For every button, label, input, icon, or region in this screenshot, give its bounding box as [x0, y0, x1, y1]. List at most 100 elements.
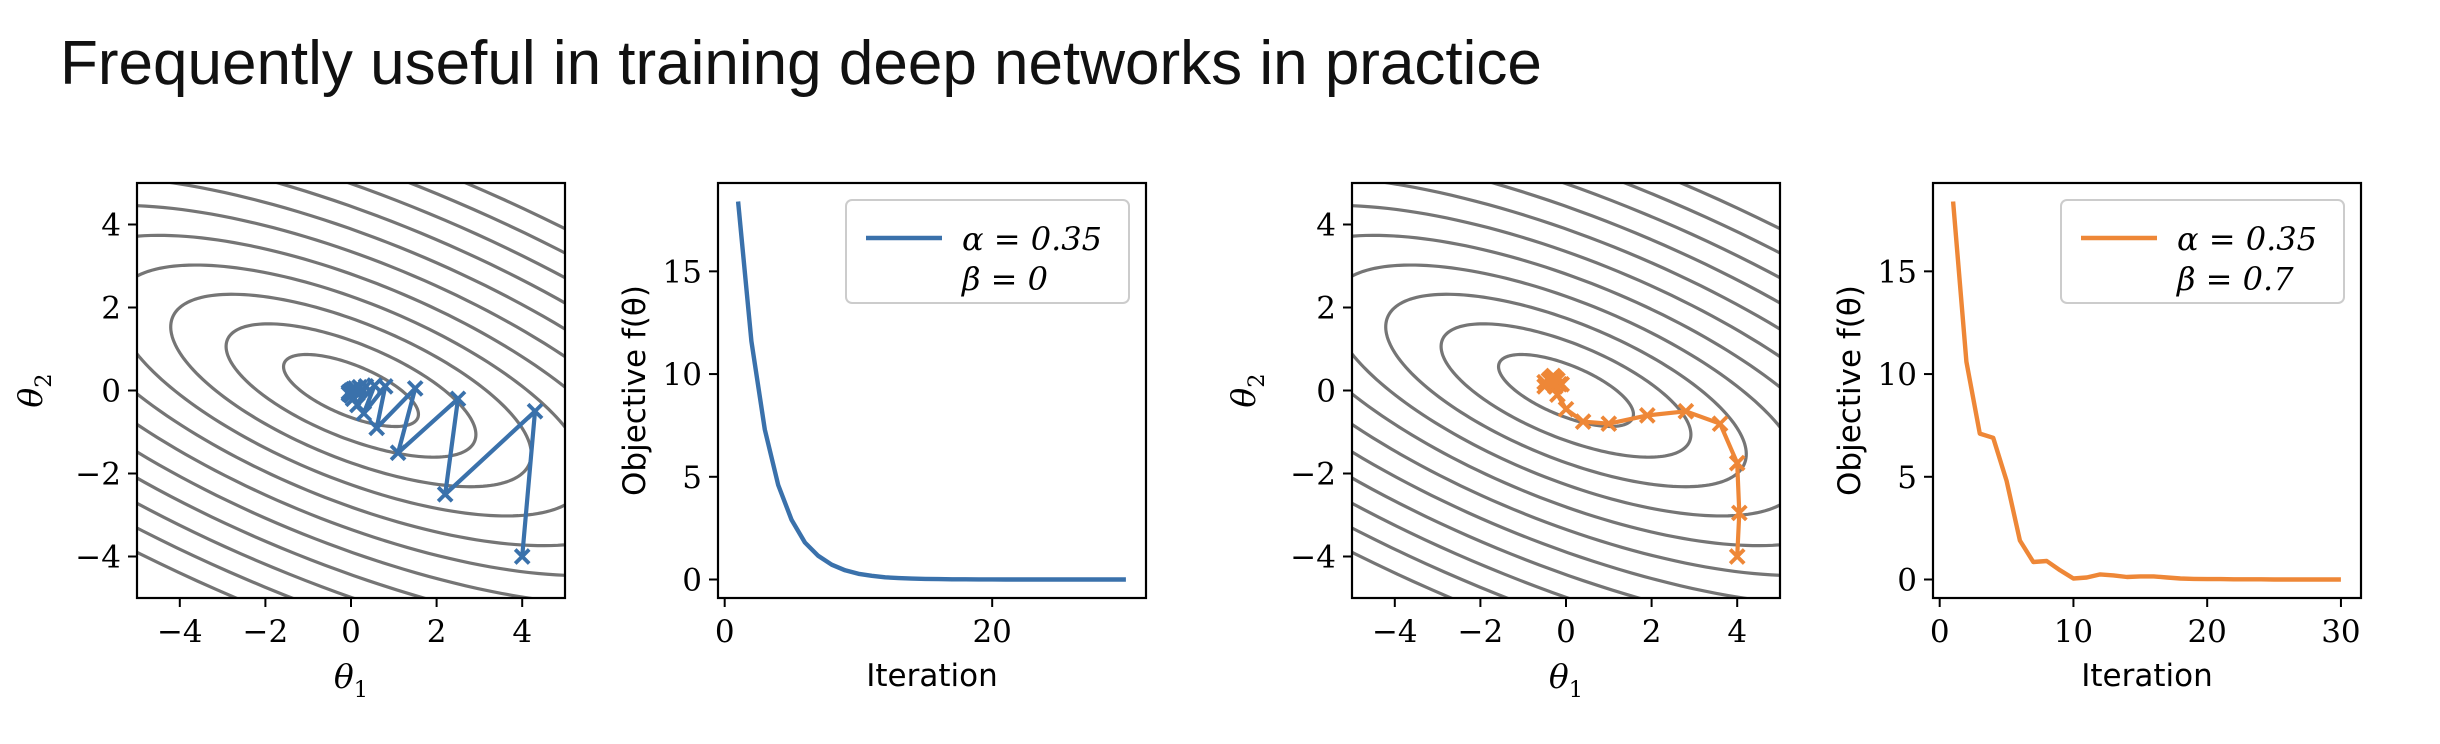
y-tick-label: 15: [663, 254, 702, 290]
y-tick-label: 5: [682, 460, 702, 496]
contour-line-7: [1352, 183, 1780, 598]
trajectory-point: [389, 444, 407, 462]
legend: α = 0.35β = 0.7: [2060, 199, 2345, 304]
y-axis-label: θ2: [1224, 373, 1270, 407]
x-tick-label: 10: [2054, 614, 2093, 650]
objective-line: [1950, 201, 2341, 582]
x-tick-label: 0: [1930, 614, 1950, 650]
y-tick-label: 0: [1897, 563, 1917, 599]
chart-panel-4: 0 10 20 30 0 5 10 15 Iteration Objective f(θ) α = …: [1832, 181, 2363, 694]
plot-area: [735, 201, 1126, 582]
plot-area: [1950, 201, 2341, 582]
contour-line-8: [1352, 183, 1780, 598]
x-axis-label: Iteration: [866, 658, 998, 694]
y-tick-label: −4: [1290, 540, 1336, 576]
chart-panel-2: 0 20 0 5 10 15 Iteration Objective f(θ) α = 0.35…: [617, 181, 1148, 694]
legend-text-2: β = 0.7: [2176, 260, 2294, 298]
page-title: Frequently useful in training deep netwo…: [60, 29, 1542, 98]
x-tick-label: 2: [427, 614, 447, 650]
y-tick-label: 0: [101, 374, 121, 410]
contour-line-1: [281, 352, 421, 429]
y-tick-label: 15: [1878, 254, 1917, 290]
x-tick-label: 20: [972, 614, 1011, 650]
x-axis-label: θ1: [1549, 657, 1583, 703]
legend-box: [845, 199, 1130, 304]
y-tick-label: −4: [75, 540, 121, 576]
contour-line-10: [1352, 183, 1780, 598]
objective-line: [735, 201, 1126, 582]
trajectory-point: [1677, 402, 1695, 420]
x-tick-label: −2: [1458, 614, 1504, 650]
contour-line-4: [137, 263, 565, 518]
y-tick-label: 10: [663, 357, 702, 393]
x-axis-label: θ1: [334, 657, 368, 703]
x-tick-label: 30: [2321, 614, 2360, 650]
y-tick-label: 5: [1897, 460, 1917, 496]
x-axis-label: Iteration: [2081, 658, 2213, 694]
y-tick-label: −2: [75, 457, 121, 493]
trajectory-point: [406, 380, 424, 397]
contour-line-6: [137, 204, 565, 577]
contour-line-4: [1352, 263, 1780, 518]
legend-text-1: α = 0.35: [2177, 220, 2317, 258]
x-tick-label: 4: [512, 614, 532, 650]
trajectory-point: [1600, 415, 1618, 433]
trajectory-point: [1711, 415, 1729, 433]
legend: α = 0.35β = 0: [845, 199, 1130, 304]
x-tick-label: 0: [1556, 614, 1576, 650]
contour-line-11: [137, 183, 565, 598]
contour-line-9: [137, 183, 565, 598]
contour-line-5: [1352, 233, 1780, 548]
y-axis-label: Objective f(θ): [1832, 285, 1868, 496]
trajectory-point: [449, 390, 467, 408]
y-tick-label: 0: [682, 563, 702, 599]
y-tick-label: 0: [1316, 374, 1336, 410]
x-tick-label: 2: [1642, 614, 1662, 650]
plot-area: [137, 183, 565, 598]
chart-panel-1: −4 −2 0 2 4 −4 −2 0 2 4 θ1 θ2: [11, 181, 567, 703]
y-tick-label: 2: [1316, 291, 1336, 327]
trajectory-point: [436, 485, 454, 503]
trajectory-point: [1557, 400, 1575, 418]
x-tick-label: 20: [2187, 614, 2226, 650]
x-tick-label: 0: [715, 614, 735, 650]
y-tick-label: 10: [1878, 357, 1917, 393]
trajectory-point: [1546, 369, 1564, 387]
contour-line-6: [1352, 204, 1780, 577]
y-axis-label: Objective f(θ): [617, 285, 653, 496]
x-tick-label: −4: [1372, 614, 1418, 650]
trajectory-point: [342, 382, 360, 399]
trajectory-point: [1574, 413, 1592, 430]
contour-line-9: [1352, 183, 1780, 598]
x-tick-label: 0: [341, 614, 361, 650]
y-tick-label: 4: [1316, 208, 1336, 244]
axes-frame: [716, 181, 1148, 600]
contour-line-7: [137, 183, 565, 598]
trajectory-point: [1728, 454, 1746, 472]
x-tick-label: 4: [1727, 614, 1747, 650]
y-tick-label: −2: [1290, 457, 1336, 493]
trajectory-point: [1728, 548, 1746, 565]
plot-area: [1352, 183, 1780, 598]
contour-line-2: [224, 322, 478, 459]
legend-text-2: β = 0: [961, 260, 1048, 298]
y-tick-label: 4: [101, 208, 121, 244]
contour-line-5: [137, 233, 565, 548]
y-tick-label: 2: [101, 291, 121, 327]
legend-box: [2060, 199, 2345, 304]
contour-line-10: [137, 183, 565, 598]
trajectory-point: [1730, 504, 1748, 522]
legend-text-1: α = 0.35: [962, 220, 1102, 258]
trajectory-point: [368, 419, 386, 437]
x-tick-label: −2: [243, 614, 289, 650]
contour-line-3: [1384, 292, 1748, 489]
trajectory-point: [526, 402, 544, 420]
chart-panel-3: −4 −2 0 2 4 −4 −2 0 2 4 θ1 θ2: [1224, 181, 1782, 703]
x-tick-label: −4: [157, 614, 203, 650]
trajectory-point: [513, 548, 531, 565]
contour-line-8: [137, 183, 565, 598]
axes-frame: [1931, 181, 2363, 600]
trajectory-point: [1638, 407, 1656, 424]
y-axis-label: θ2: [11, 373, 57, 407]
